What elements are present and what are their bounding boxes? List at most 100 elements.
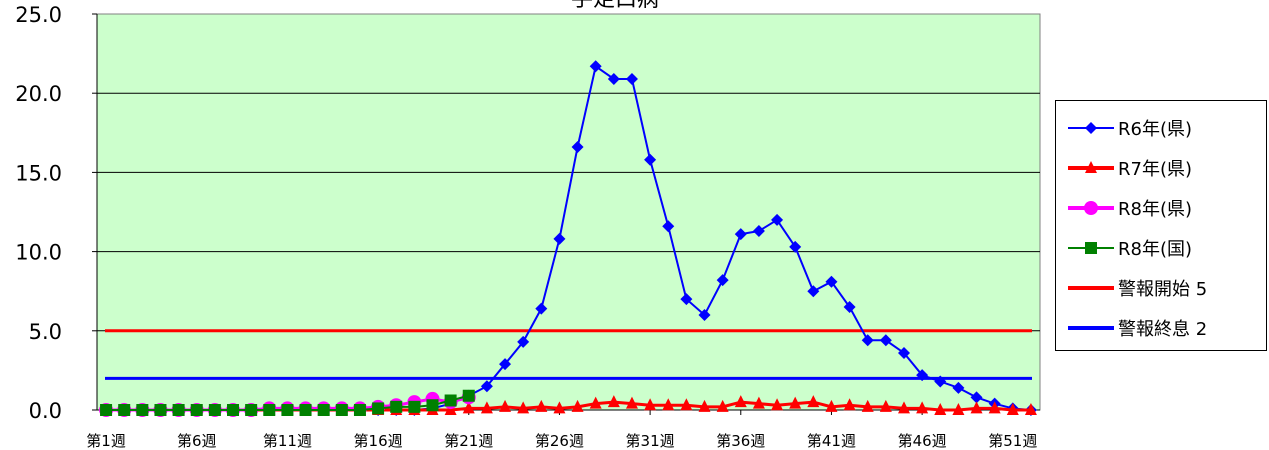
data-point <box>1085 242 1097 254</box>
data-point <box>480 401 493 414</box>
data-point <box>553 232 566 245</box>
data-point <box>136 404 149 416</box>
data-point <box>970 401 983 414</box>
data-point <box>861 334 874 347</box>
data-point <box>698 399 711 412</box>
data-point <box>843 398 856 411</box>
data-point <box>680 293 693 306</box>
legend-label: R7年(県) <box>1118 159 1193 180</box>
x-tick-label: 第26週 <box>535 432 584 450</box>
data-point <box>625 396 638 409</box>
data-point <box>535 302 548 315</box>
data-point <box>190 404 203 416</box>
x-tick-label: 第51週 <box>988 432 1037 450</box>
data-point <box>734 395 747 408</box>
data-point <box>353 404 366 416</box>
data-point <box>426 399 439 412</box>
legend-swatch <box>1068 242 1114 254</box>
data-point <box>408 400 421 413</box>
data-point <box>825 399 838 412</box>
data-point <box>480 380 493 393</box>
legend-item: 警報開始 5 <box>1062 271 1207 305</box>
legend-label: R8年(県) <box>1118 199 1193 220</box>
x-tick-label: 第16週 <box>354 432 403 450</box>
data-point <box>462 389 475 402</box>
data-point <box>1084 201 1098 215</box>
x-tick-label: 第41週 <box>807 432 856 450</box>
x-tick-label: 第6週 <box>177 432 217 450</box>
data-point <box>589 60 602 73</box>
data-point <box>118 404 131 416</box>
data-point <box>716 399 729 412</box>
data-point <box>879 399 892 412</box>
data-point <box>499 358 512 371</box>
legend-label: 警報開始 5 <box>1118 279 1208 300</box>
y-tick-label: 5.0 <box>29 320 62 344</box>
data-point <box>771 213 784 226</box>
data-point <box>952 403 965 415</box>
data-point <box>789 396 802 409</box>
data-point <box>970 391 983 404</box>
data-point <box>662 220 675 233</box>
legend-swatch <box>1068 326 1114 330</box>
data-point <box>734 228 747 241</box>
data-point <box>752 225 765 238</box>
legend-item: R6年(県) <box>1062 111 1192 145</box>
data-point <box>535 399 548 412</box>
data-point <box>172 404 185 416</box>
x-tick-label: 第21週 <box>444 432 493 450</box>
legend-label: R6年(県) <box>1118 119 1193 140</box>
legend-swatch <box>1068 201 1114 215</box>
legend-label: 警報終息 2 <box>1118 319 1208 340</box>
x-tick-label: 第11週 <box>263 432 312 450</box>
data-point <box>1085 122 1097 134</box>
data-point <box>752 396 765 409</box>
data-point <box>644 153 657 166</box>
data-point <box>462 401 475 414</box>
legend-swatch <box>1068 122 1114 134</box>
data-point <box>607 72 620 85</box>
data-point <box>897 401 910 414</box>
data-point <box>317 404 330 416</box>
data-point <box>517 335 530 348</box>
legend-item: R8年(県) <box>1062 191 1192 225</box>
data-point <box>335 404 348 416</box>
data-point <box>897 346 910 359</box>
data-point <box>589 396 602 409</box>
data-point <box>571 399 584 412</box>
data-point <box>281 404 294 416</box>
legend-swatch <box>1068 286 1114 290</box>
y-tick-label: 20.0 <box>15 82 62 106</box>
data-point <box>988 401 1001 414</box>
x-tick-label: 第46週 <box>898 432 947 450</box>
y-tick-label: 25.0 <box>15 3 62 27</box>
data-point <box>843 301 856 314</box>
data-point <box>227 404 240 416</box>
data-point <box>916 401 929 414</box>
data-point <box>825 275 838 288</box>
data-point <box>916 369 929 382</box>
data-point <box>861 399 874 412</box>
data-point <box>879 334 892 347</box>
data-point <box>499 399 512 412</box>
legend-item: 警報終息 2 <box>1062 311 1207 345</box>
data-point <box>208 404 221 416</box>
data-point <box>771 398 784 411</box>
data-point <box>263 404 276 416</box>
data-point <box>100 404 113 416</box>
data-point <box>245 404 258 416</box>
plot-area <box>96 13 1041 411</box>
data-point <box>553 401 566 414</box>
data-point <box>952 381 965 394</box>
data-point <box>1006 403 1019 415</box>
y-tick-label: 10.0 <box>15 241 62 265</box>
legend-swatch <box>1068 161 1114 173</box>
data-point <box>571 141 584 154</box>
y-tick-label: 15.0 <box>15 161 62 185</box>
data-point <box>807 285 820 298</box>
data-point <box>390 400 403 413</box>
data-point <box>934 403 947 415</box>
data-point <box>154 404 167 416</box>
chart-title: 手足口病 <box>571 0 659 12</box>
